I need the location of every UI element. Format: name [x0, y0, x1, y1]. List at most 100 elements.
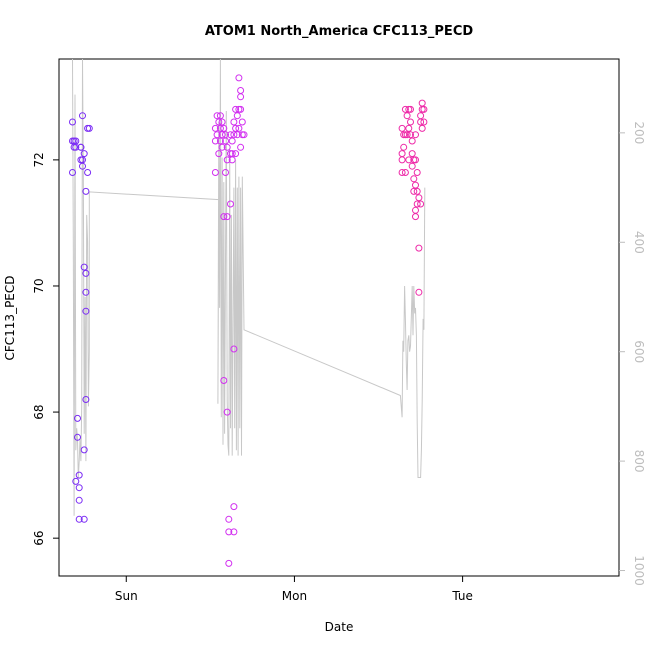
data-point	[415, 194, 423, 202]
y-tick-label: 72	[32, 152, 46, 167]
data-point	[230, 345, 238, 353]
data-point	[218, 131, 226, 139]
data-point	[420, 105, 428, 113]
data-point	[82, 307, 90, 315]
data-point	[216, 112, 224, 120]
data-point	[412, 156, 419, 164]
data-point	[237, 105, 245, 113]
data-point	[418, 124, 426, 132]
data-point	[223, 213, 231, 221]
data-point	[237, 93, 245, 101]
data-point	[218, 118, 226, 126]
data-point	[407, 118, 414, 126]
data-point	[84, 169, 92, 176]
data-point	[400, 143, 408, 151]
data-point	[408, 137, 416, 145]
data-point	[412, 213, 419, 221]
data-point	[403, 112, 411, 120]
data-point	[223, 408, 231, 416]
data-point	[232, 105, 240, 113]
data-point	[216, 137, 224, 145]
data-point	[80, 515, 88, 523]
data-point	[230, 118, 238, 126]
pressure-line	[72, 58, 426, 516]
y-axis-label: CFC113_PECD	[3, 275, 17, 360]
data-point	[232, 150, 240, 158]
data-point	[213, 131, 221, 139]
y2-tick-label: 200	[632, 121, 646, 144]
data-point	[75, 484, 83, 492]
data-point	[413, 187, 421, 195]
data-point	[69, 118, 76, 126]
data-point	[227, 131, 234, 139]
x-axis-label: Date	[325, 620, 354, 634]
data-point	[225, 515, 233, 523]
y2-tick-label: 1000	[632, 555, 646, 586]
secondary-y-axis: 200 400 600 800 1000	[619, 121, 646, 586]
data-point	[407, 131, 414, 139]
data-point	[218, 143, 226, 151]
data-point	[215, 118, 223, 126]
data-point	[220, 213, 228, 221]
data-point	[240, 131, 248, 139]
data-point	[230, 503, 238, 511]
y-tick-label: 68	[32, 404, 46, 419]
data-point	[75, 471, 83, 479]
x-tick-label: Tue	[451, 589, 473, 603]
data-point	[77, 143, 85, 151]
data-point	[230, 131, 238, 139]
data-point	[80, 150, 88, 158]
data-point	[82, 288, 90, 296]
data-point	[215, 150, 223, 158]
data-point	[69, 169, 76, 176]
data-point	[415, 244, 423, 252]
data-point	[216, 124, 224, 132]
data-point	[415, 288, 423, 296]
data-point	[72, 477, 80, 485]
data-point	[230, 528, 238, 536]
plot-frame	[58, 58, 620, 577]
data-point	[213, 112, 221, 120]
y2-tick-label: 600	[632, 340, 646, 363]
data-point	[235, 74, 243, 82]
data-point	[82, 187, 90, 195]
data-point	[410, 187, 418, 195]
data-point	[235, 124, 243, 132]
data-point	[417, 112, 425, 120]
data-point	[401, 105, 409, 113]
data-point	[79, 112, 86, 120]
data-point	[403, 131, 411, 139]
data-point	[80, 446, 88, 454]
y-axis: 66 68 70 72	[32, 152, 59, 546]
data-point	[233, 131, 241, 139]
data-point	[222, 169, 229, 176]
x-tick-label: Sun	[115, 589, 138, 603]
data-points-layer	[69, 74, 428, 567]
data-point	[227, 200, 234, 208]
data-point	[74, 414, 81, 422]
data-point	[85, 124, 93, 132]
x-tick-label: Mon	[282, 589, 307, 603]
data-point	[82, 396, 90, 403]
x-axis: Sun Mon Tue	[115, 576, 473, 603]
data-point	[413, 200, 421, 208]
data-point	[412, 181, 419, 189]
data-point	[79, 162, 86, 170]
data-point	[211, 124, 219, 132]
data-point	[225, 559, 233, 567]
data-point	[220, 377, 228, 384]
data-point	[420, 118, 428, 126]
data-point	[222, 131, 229, 139]
data-point	[223, 156, 231, 164]
data-point	[228, 156, 236, 164]
data-point	[211, 169, 219, 176]
data-point	[408, 150, 416, 158]
data-point	[398, 156, 406, 164]
data-point	[80, 263, 88, 271]
data-point	[413, 169, 421, 176]
data-point	[405, 124, 413, 132]
data-point	[82, 269, 90, 277]
data-point	[408, 162, 416, 170]
data-point	[223, 143, 231, 151]
